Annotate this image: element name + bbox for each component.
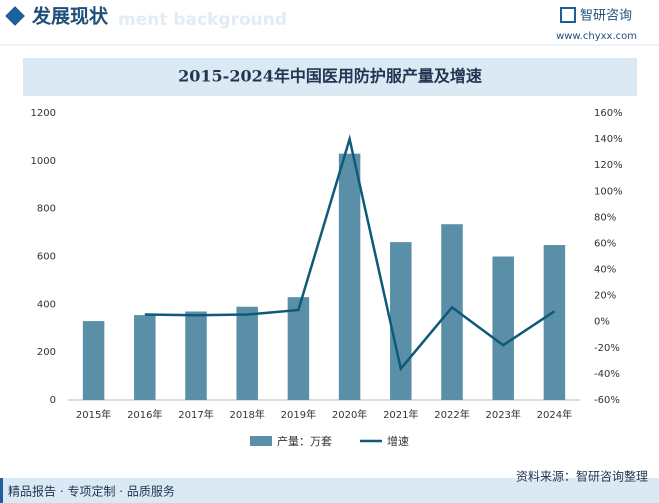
bar — [390, 242, 412, 400]
y-tick-label: 1000 — [31, 156, 56, 167]
url: www.chyxx.com — [556, 31, 637, 42]
legend-label: 增速 — [387, 434, 409, 448]
legend-label: 产量：万套 — [277, 434, 332, 448]
x-tick-label: 2020年 — [332, 408, 367, 421]
y-tick-label: 600 — [37, 252, 56, 263]
x-tick-label: 2023年 — [485, 408, 520, 421]
footer-accent — [0, 478, 3, 503]
y2-tick-label: -60% — [594, 395, 620, 406]
footer-source: 资料来源：智研咨询整理 — [516, 469, 648, 484]
y2-tick-label: 40% — [594, 265, 616, 276]
header-watermark: ment background — [118, 10, 287, 30]
x-tick-label: 2019年 — [281, 408, 316, 421]
title-box — [23, 58, 637, 96]
y-tick-label: 200 — [37, 347, 56, 358]
y-tick-label: 800 — [37, 204, 56, 215]
chart-title: 2015-2024年中国医用防护服产量及增速 — [178, 67, 482, 86]
bar — [236, 306, 258, 400]
y-tick-label: 0 — [50, 395, 56, 406]
y-tick-label: 1200 — [31, 108, 56, 119]
bar — [441, 224, 463, 400]
y2-tick-label: 80% — [594, 212, 616, 223]
x-tick-label: 2018年 — [229, 408, 264, 421]
y2-tick-label: 100% — [594, 186, 623, 197]
footer-slogan: 精品报告 · 专项定制 · 品质服务 — [8, 484, 175, 499]
x-tick-label: 2022年 — [434, 408, 469, 421]
y2-tick-label: 0% — [594, 317, 610, 328]
x-tick-label: 2017年 — [178, 408, 213, 421]
bar — [492, 256, 514, 400]
x-tick-label: 2024年 — [537, 408, 572, 421]
y2-tick-label: 160% — [594, 108, 623, 119]
x-tick-label: 2015年 — [76, 408, 111, 421]
y2-tick-label: 120% — [594, 160, 623, 171]
bar — [134, 315, 156, 400]
y2-tick-label: 20% — [594, 291, 616, 302]
line — [144, 134, 556, 372]
legend-swatch — [250, 436, 272, 446]
bar — [543, 245, 566, 400]
y2-tick-label: 60% — [594, 238, 616, 249]
footer-bg — [0, 478, 659, 503]
x-tick-label: 2021年 — [383, 408, 418, 421]
brand: 智研咨询 — [580, 9, 632, 24]
bar — [338, 153, 361, 400]
y-tick-label: 400 — [37, 299, 56, 310]
y2-tick-label: -20% — [594, 343, 620, 354]
header-icon — [5, 6, 25, 26]
bar — [185, 311, 207, 400]
y2-tick-label: 140% — [594, 134, 623, 145]
y2-tick-label: -40% — [594, 369, 620, 380]
bar — [82, 321, 105, 400]
logo-icon — [560, 7, 576, 23]
header-title: 发展现状 — [31, 5, 109, 28]
x-tick-label: 2016年 — [127, 408, 162, 421]
bar — [287, 297, 310, 400]
